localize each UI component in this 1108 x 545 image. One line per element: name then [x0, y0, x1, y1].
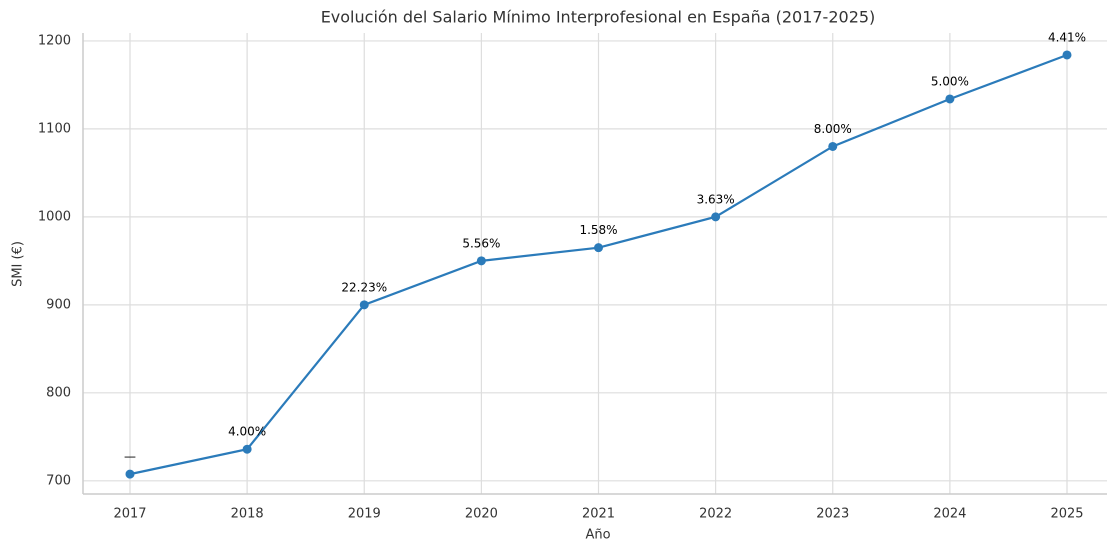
data-point — [828, 141, 838, 151]
data-point — [242, 444, 252, 454]
data-point — [476, 256, 486, 266]
x-tick-label: 2025 — [1050, 507, 1083, 522]
x-tick-label: 2020 — [465, 507, 498, 522]
x-tick-label: 2017 — [113, 507, 146, 522]
x-tick-label: 2019 — [348, 507, 381, 522]
y-axis-label: SMI (€) — [11, 241, 26, 287]
x-tick-label: 2018 — [231, 507, 264, 522]
y-tick-label: 800 — [46, 385, 71, 400]
x-tick-label: 2021 — [582, 507, 615, 522]
data-point — [1062, 50, 1072, 60]
annotation: 1.58% — [579, 223, 617, 237]
y-tick-label: 1200 — [38, 33, 71, 48]
annotation: 4.00% — [228, 425, 266, 439]
y-tick-label: 700 — [46, 473, 71, 488]
x-tick-label: 2024 — [933, 507, 966, 522]
x-tick-label: 2023 — [816, 507, 849, 522]
x-axis-label: Año — [585, 528, 610, 543]
annotation: 3.63% — [697, 192, 735, 206]
data-point — [945, 94, 955, 104]
annotation: 22.23% — [341, 280, 387, 294]
annotation: 5.56% — [462, 236, 500, 250]
data-point — [359, 300, 369, 310]
annotation: 4.41% — [1048, 30, 1086, 44]
y-tick-label: 1100 — [38, 121, 71, 136]
y-tick-label: 1000 — [38, 209, 71, 224]
data-point — [125, 469, 135, 479]
data-point — [711, 212, 721, 222]
chart-title: Evolución del Salario Mínimo Interprofes… — [321, 8, 876, 27]
annotation: — — [124, 450, 136, 464]
annotation: 5.00% — [931, 74, 969, 88]
x-tick-label: 2022 — [699, 507, 732, 522]
data-point — [594, 243, 603, 253]
y-tick-label: 900 — [46, 297, 71, 312]
annotation: 8.00% — [814, 122, 852, 136]
